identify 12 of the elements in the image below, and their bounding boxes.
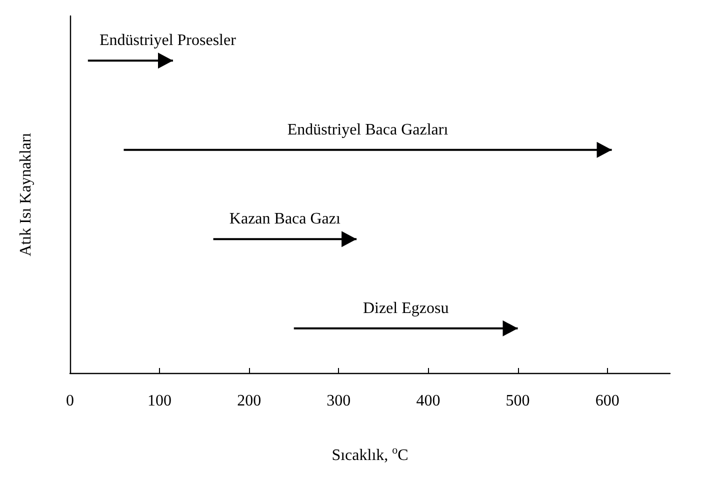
x-tick-label: 600 bbox=[595, 392, 620, 410]
y-tick-label: Endüstriyel Prosesler bbox=[100, 32, 237, 50]
x-tick-label: 200 bbox=[237, 392, 262, 410]
y-tick-label: Endüstriyel Baca Gazları bbox=[287, 121, 449, 138]
x-tick-label: 400 bbox=[416, 392, 440, 410]
y-tick-label: Kazan Baca Gazı bbox=[229, 210, 341, 228]
y-tick-label: Dizel Egzosu bbox=[362, 300, 449, 317]
x-tick-label: 100 bbox=[148, 392, 172, 410]
x-tick-label: 0 bbox=[66, 392, 74, 410]
x-tick-label: 300 bbox=[326, 392, 351, 410]
x-tick-label: 500 bbox=[506, 392, 530, 410]
y-axis-title: Atık Isı Kaynakları bbox=[18, 132, 34, 256]
